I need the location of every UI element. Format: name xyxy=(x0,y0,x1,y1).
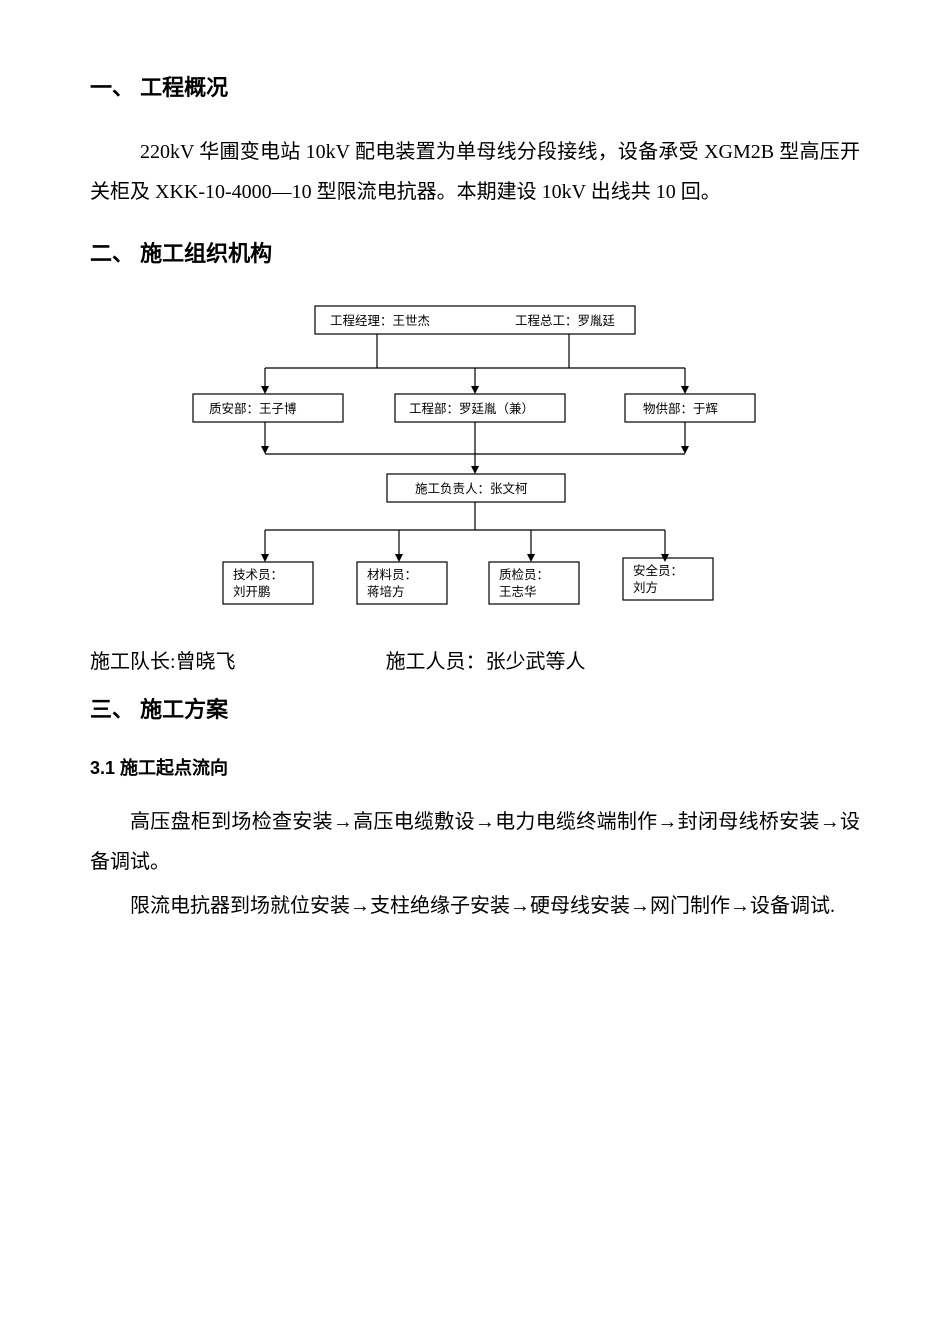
section-2-title: 二、 施工组织机构 xyxy=(90,236,860,268)
bottom-d-l2: 刘方 xyxy=(633,580,658,595)
top-right-label: 工程总工：罗胤廷 xyxy=(515,313,616,328)
bottom-b-l2: 蒋培方 xyxy=(367,584,405,599)
team-staff-label: 施工人员： xyxy=(386,651,486,673)
bottom-d-l1: 安全员： xyxy=(633,563,683,578)
section-1-title: 一、 工程概况 xyxy=(90,70,860,102)
section-1-paragraph: 220kV 华圃变电站 10kV 配电装置为单母线分段接线，设备承受 XGM2B… xyxy=(90,132,860,212)
section-3-title: 三、 施工方案 xyxy=(90,692,860,724)
top-left-label: 工程经理：王世杰 xyxy=(330,313,430,328)
bottom-c-l2: 王志华 xyxy=(499,584,537,599)
bottom-c-l1: 质检员： xyxy=(499,567,549,582)
dept-right-label: 物供部：于辉 xyxy=(643,401,718,416)
team-line: 施工队长:曾晓飞 施工人员：张少武等人 xyxy=(90,645,860,674)
dept-left-label: 质安部：王子博 xyxy=(209,401,297,416)
team-staff: 张少武等人 xyxy=(486,651,586,673)
section-3-sub1: 3.1 施工起点流向 xyxy=(90,754,860,780)
flow-2: 限流电抗器到场就位安装→支柱绝缘子安装→硬母线安装→网门制作→设备调试. xyxy=(90,886,860,926)
leader-label: 施工负责人：张文柯 xyxy=(415,481,528,496)
org-chart: 工程经理：王世杰 工程总工：罗胤廷 质安部：王子博 工程部：罗廷胤（兼） 物供部… xyxy=(165,298,785,633)
org-chart-svg: 工程经理：王世杰 工程总工：罗胤廷 质安部：王子博 工程部：罗廷胤（兼） 物供部… xyxy=(165,298,785,628)
bottom-b-l1: 材料员： xyxy=(367,568,417,582)
team-captain-label: 施工队长: xyxy=(90,651,176,673)
dept-mid-label: 工程部：罗廷胤（兼） xyxy=(409,401,534,416)
bottom-a-l2: 刘开鹏 xyxy=(233,585,271,599)
team-captain: 曾晓飞 xyxy=(176,651,236,673)
flow-1: 高压盘柜到场检查安装→高压电缆敷设→电力电缆终端制作→封闭母线桥安装→设备调试。 xyxy=(90,802,860,882)
bottom-a-l1: 技术员： xyxy=(233,568,283,582)
